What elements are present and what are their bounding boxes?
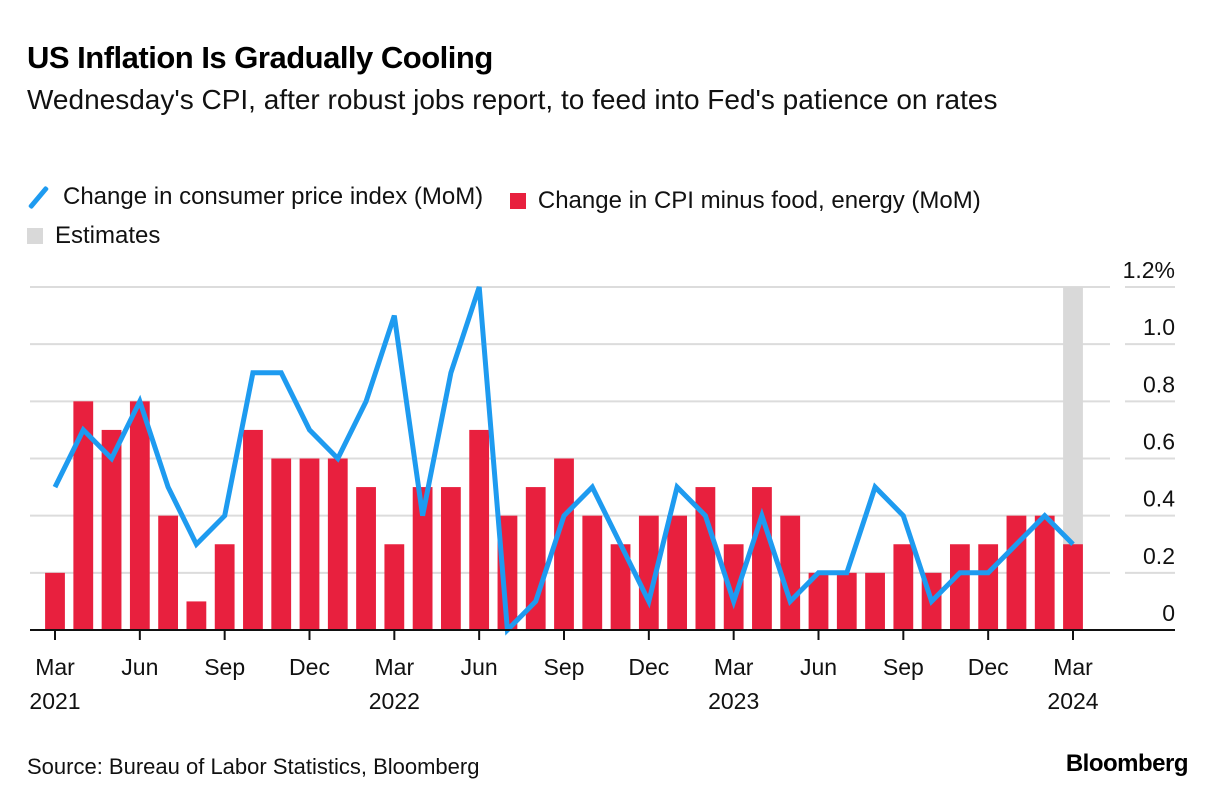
x-tick-label: Mar <box>1053 654 1093 680</box>
chart-title: US Inflation Is Gradually Cooling <box>27 40 493 75</box>
x-tick-year-label: 2022 <box>369 688 420 714</box>
legend-label: Estimates <box>55 222 161 249</box>
bar <box>73 401 94 630</box>
y-tick-label: 0.6 <box>1143 429 1175 455</box>
y-tick-label: 0.8 <box>1143 371 1175 397</box>
bar <box>1034 515 1055 630</box>
x-tick-label: Jun <box>121 654 158 680</box>
y-tick-label: 0.4 <box>1143 486 1175 512</box>
x-tick-label: Dec <box>628 654 669 680</box>
bar <box>978 544 999 630</box>
bar <box>469 429 490 630</box>
legend-item-cpi: Change in consumer price index (MoM) <box>27 180 483 214</box>
gridlines <box>30 286 1175 574</box>
x-tick-label: Mar <box>35 654 75 680</box>
bar <box>271 458 292 630</box>
y-tick-label: 0 <box>1162 600 1175 626</box>
bar <box>865 572 885 630</box>
bar <box>412 487 433 630</box>
x-tick-label: Sep <box>204 654 245 680</box>
x-tick-label: Jun <box>461 654 498 680</box>
chart-subtitle: Wednesday's CPI, after robust jobs repor… <box>27 84 998 115</box>
x-tick-label: Mar <box>375 654 415 680</box>
x-tick-year-label: 2023 <box>708 688 759 714</box>
bar <box>780 515 801 630</box>
bar <box>808 572 829 630</box>
bar <box>299 458 320 630</box>
bar <box>440 487 461 630</box>
legend-label: Change in CPI minus food, energy (MoM) <box>537 187 981 214</box>
bar <box>384 544 405 630</box>
x-tick-year-label: 2024 <box>1047 688 1098 714</box>
bar <box>158 515 179 630</box>
x-tick-year-label: 2021 <box>29 688 80 714</box>
bar <box>949 544 970 630</box>
bloomberg-logo: Bloomberg <box>1065 750 1189 777</box>
bar <box>356 487 376 630</box>
bar <box>1006 515 1027 630</box>
bar <box>129 401 150 630</box>
bar <box>186 601 207 630</box>
bar <box>667 515 688 630</box>
x-tick-label: Sep <box>544 654 585 680</box>
y-tick-label: 1.2% <box>1123 257 1175 283</box>
bar <box>327 458 348 630</box>
y-tick-label: 1.0 <box>1143 314 1175 340</box>
bar <box>45 572 65 630</box>
line-swatch-icon <box>27 185 51 209</box>
bar <box>554 458 574 630</box>
source-note: Source: Bureau of Labor Statistics, Bloo… <box>27 754 480 779</box>
band-swatch-icon <box>27 228 43 244</box>
y-axis: 0 0.2 0.4 0.6 0.8 1.0 1.2% <box>1123 257 1176 626</box>
bar-series <box>45 401 1083 630</box>
x-axis: Mar 2021 Jun Sep Dec Mar 2022 Jun Sep Dec Mar 2023 J… <box>29 629 1175 714</box>
x-tick-label: Dec <box>289 654 330 680</box>
x-tick-label: Dec <box>968 654 1009 680</box>
bar <box>1063 544 1083 630</box>
legend-label: Change in consumer price index (MoM) <box>63 183 484 210</box>
legend: Change in consumer price index (MoM) Cha… <box>27 180 1207 254</box>
line-series <box>52 286 1075 636</box>
chart-plot: Mar 2021 Jun Sep Dec Mar 2022 Jun Sep Dec Mar 2023 J… <box>29 257 1176 714</box>
x-tick-label: Sep <box>883 654 924 680</box>
x-tick-label: Jun <box>800 654 837 680</box>
bar <box>893 544 914 630</box>
y-tick-label: 0.2 <box>1143 543 1175 569</box>
bar <box>723 544 744 630</box>
legend-item-estimates: Estimates <box>27 219 160 253</box>
bar <box>101 429 122 630</box>
bar <box>582 515 603 630</box>
bar <box>243 429 263 630</box>
bar <box>836 572 857 630</box>
legend-item-core-cpi: Change in CPI minus food, energy (MoM) <box>509 184 981 218</box>
bar <box>610 544 631 630</box>
bar <box>214 544 235 630</box>
x-tick-label: Mar <box>714 654 754 680</box>
bar-swatch-icon <box>509 193 526 209</box>
bar <box>638 515 659 630</box>
